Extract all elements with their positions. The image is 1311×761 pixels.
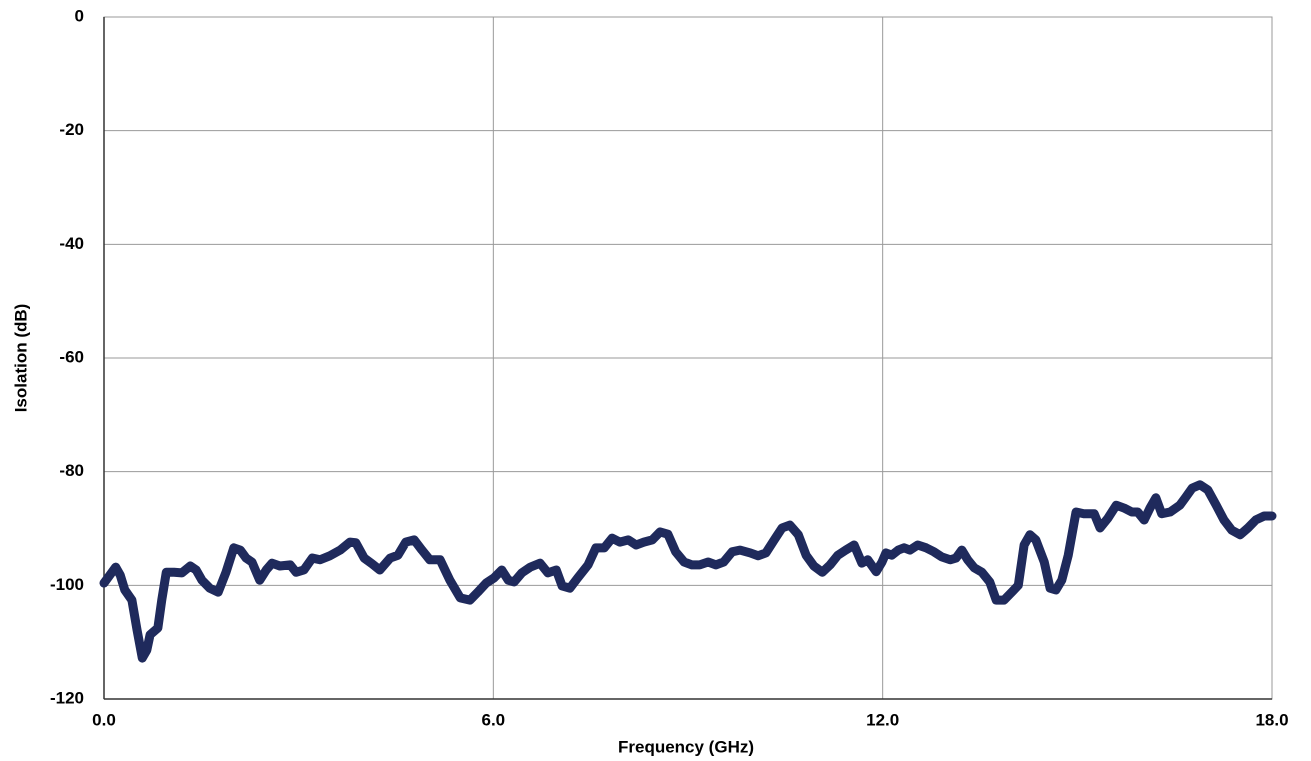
- x-tick-label: 18.0: [1255, 710, 1288, 729]
- data-line: [99, 480, 1277, 663]
- y-axis-title: Isolation (dB): [11, 304, 30, 413]
- x-tick-label: 12.0: [866, 710, 899, 729]
- y-tick-label: 0: [75, 6, 84, 25]
- y-tick-label: -40: [59, 234, 84, 253]
- x-tick-label: 6.0: [482, 710, 506, 729]
- y-tick-label: -20: [59, 120, 84, 139]
- y-tick-label: -60: [59, 347, 84, 366]
- y-tick-label: -80: [59, 461, 84, 480]
- x-tick-label: 0.0: [92, 710, 116, 729]
- x-axis-title: Frequency (GHz): [618, 737, 754, 756]
- y-tick-label: -120: [50, 688, 84, 707]
- y-tick-label: -100: [50, 575, 84, 594]
